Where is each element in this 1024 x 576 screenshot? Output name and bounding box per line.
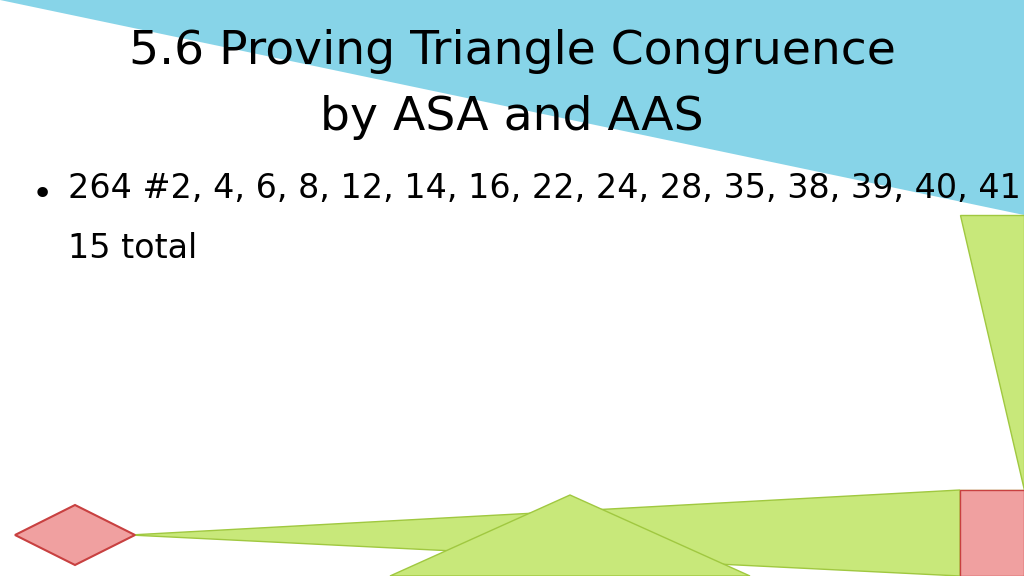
- Polygon shape: [961, 490, 1024, 576]
- Polygon shape: [390, 495, 750, 576]
- Polygon shape: [961, 490, 1024, 576]
- Text: 5.6 Proving Triangle Congruence: 5.6 Proving Triangle Congruence: [129, 29, 895, 74]
- Polygon shape: [15, 505, 135, 565]
- Text: 15 total: 15 total: [68, 232, 198, 265]
- Text: 264 #2, 4, 6, 8, 12, 14, 16, 22, 24, 28, 35, 38, 39, 40, 41 =: 264 #2, 4, 6, 8, 12, 14, 16, 22, 24, 28,…: [68, 172, 1024, 205]
- Polygon shape: [961, 215, 1024, 490]
- Polygon shape: [0, 0, 1024, 215]
- Polygon shape: [130, 490, 961, 576]
- Text: •: •: [32, 178, 52, 212]
- Text: by ASA and AAS: by ASA and AAS: [321, 96, 703, 141]
